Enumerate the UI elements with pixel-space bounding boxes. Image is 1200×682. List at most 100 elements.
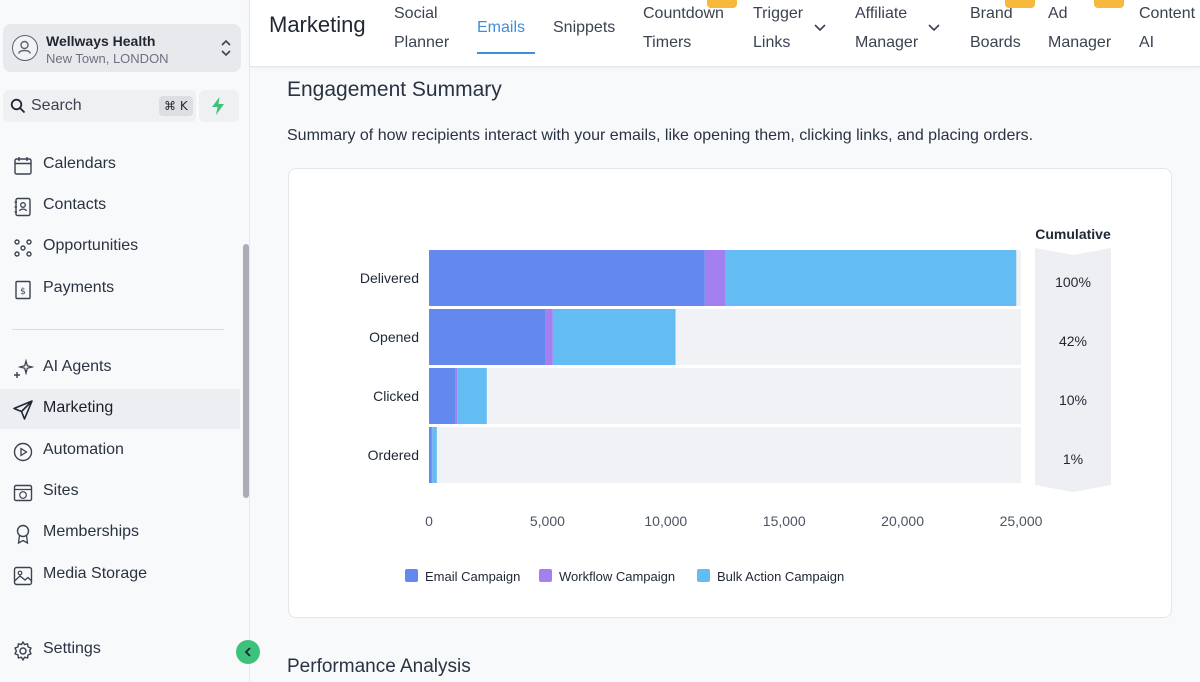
sidebar-item-ai-agents[interactable]: AI Agents [0, 348, 240, 388]
tab-label-line2: Boards [970, 34, 1021, 51]
cumulative-box [1035, 425, 1111, 492]
sidebar-item-settings[interactable]: Settings [0, 630, 240, 670]
sidebar-item-label: Memberships [43, 523, 140, 540]
tab-brand-boards[interactable]: Brand Boards [970, 0, 1021, 57]
cumulative-box [1035, 307, 1111, 374]
bar-track [429, 427, 1021, 483]
tab-label-line2: Links [753, 34, 791, 51]
search-placeholder: Search [31, 97, 82, 114]
image-icon [13, 566, 33, 586]
cumulative-value: 10% [1059, 392, 1087, 408]
tab-label-line1: Ad [1048, 5, 1068, 22]
sidebar: Wellways Health New Town, LONDON Search … [0, 0, 250, 682]
sparkle-icon [14, 358, 34, 378]
location-avatar-icon [12, 35, 38, 61]
x-tick-label: 15,000 [763, 513, 806, 529]
calendar-icon [14, 157, 32, 175]
contacts-icon [14, 197, 31, 217]
svg-text:$: $ [20, 287, 26, 297]
tab-label-line2: Timers [643, 34, 692, 51]
sidebar-item-label: Sites [43, 482, 79, 499]
x-tick-label: 20,000 [881, 513, 924, 529]
opportunities-icon [14, 239, 32, 257]
legend-swatch [539, 569, 552, 582]
cumulative-value: 100% [1055, 274, 1091, 290]
badge-icon [16, 524, 30, 545]
cumulative-header: Cumulative [1035, 226, 1111, 242]
bar-segment [725, 250, 1017, 306]
chevron-down-icon[interactable] [813, 20, 827, 34]
x-tick-label: 0 [425, 513, 433, 529]
tab-label-line1: Affiliate [855, 5, 908, 22]
sidebar-item-label: Marketing [43, 399, 114, 416]
search-input[interactable]: Search ⌘ K [3, 90, 196, 122]
tab-trigger-links[interactable]: Trigger Links [753, 0, 803, 57]
tab-content-ai[interactable]: Content AI [1139, 0, 1195, 57]
sidebar-divider [12, 329, 224, 330]
sidebar-item-memberships[interactable]: Memberships [0, 513, 240, 553]
bar-segment [552, 309, 676, 365]
category-label: Ordered [368, 447, 419, 463]
category-label: Clicked [373, 388, 419, 404]
page-title: Marketing [269, 12, 366, 37]
new-badge [1094, 0, 1124, 8]
tab-countdown-timers[interactable]: Countdown Timers [643, 0, 724, 57]
engagement-funnel-chart: Delivered 100% Opened 42% Clicked 10% Ordered 1… [360, 226, 1111, 584]
location-switcher[interactable]: Wellways Health New Town, LONDON [3, 24, 241, 72]
sidebar-item-payments[interactable]: $ Payments [0, 269, 240, 309]
sidebar-item-sites[interactable]: Sites [0, 472, 240, 512]
sidebar-item-marketing[interactable]: Marketing [0, 389, 240, 429]
tab-emails[interactable]: Emails [477, 13, 525, 42]
tab-label-line1: Social [394, 5, 438, 22]
tab-snippets[interactable]: Snippets [553, 13, 615, 42]
sidebar-item-automation[interactable]: Automation [0, 431, 240, 471]
search-shortcut: ⌘ K [159, 96, 193, 116]
performance-analysis-title: Performance Analysis [287, 656, 471, 677]
bar-segment [457, 368, 487, 424]
sidebar-item-opportunities[interactable]: Opportunities [0, 227, 240, 267]
collapse-sidebar-button[interactable] [236, 640, 260, 664]
bar-segment [545, 309, 553, 365]
chevron-left-icon [244, 647, 251, 657]
legend-swatch [405, 569, 418, 582]
bar-track [429, 368, 1021, 424]
send-icon [13, 400, 33, 420]
location-name: Wellways Health [46, 33, 156, 49]
tab-social-planner[interactable]: Social Planner [394, 0, 449, 57]
bar-segment [455, 368, 458, 424]
search-icon [10, 98, 26, 114]
bar-segment [432, 427, 437, 483]
sidebar-item-label: Automation [43, 441, 124, 458]
cumulative-box [1035, 366, 1111, 433]
tab-label-line1: Trigger [753, 5, 804, 22]
sidebar-item-label: Payments [43, 279, 115, 296]
engagement-summary-description: Summary of how recipients interact with … [287, 127, 1034, 144]
automation-icon [13, 442, 33, 462]
engagement-summary-title: Engagement Summary [287, 78, 502, 101]
tab-affiliate-manager[interactable]: Affiliate Manager [855, 0, 918, 57]
x-tick-label: 10,000 [644, 513, 687, 529]
x-tick-label: 25,000 [1000, 513, 1043, 529]
chevron-down-icon[interactable] [927, 20, 941, 34]
new-badge [1005, 0, 1035, 8]
sidebar-item-media-storage[interactable]: Media Storage [0, 555, 240, 595]
sidebar-item-label: AI Agents [43, 358, 112, 375]
bar-segment [429, 368, 456, 424]
tab-label-line2: Planner [394, 34, 450, 51]
tab-ad-manager[interactable]: Ad Manager [1048, 0, 1111, 57]
gear-icon [14, 641, 32, 661]
new-badge [707, 0, 737, 8]
bolt-icon [212, 97, 224, 115]
category-label: Delivered [360, 270, 419, 286]
legend-label: Workflow Campaign [559, 569, 675, 584]
engagement-chart-card: Delivered 100% Opened 42% Clicked 10% Ordered 1… [288, 168, 1172, 618]
active-tab-indicator [477, 52, 535, 54]
tab-label-line2: Manager [1048, 34, 1112, 51]
quick-action-button[interactable] [199, 90, 239, 122]
tab-label-line1: Emails [477, 19, 526, 36]
bar-segment [429, 309, 546, 365]
payments-icon: $ [15, 280, 31, 300]
sidebar-item-contacts[interactable]: Contacts [0, 186, 240, 226]
sidebar-item-calendars[interactable]: Calendars [0, 145, 240, 185]
sidebar-scrollbar[interactable] [243, 244, 249, 498]
